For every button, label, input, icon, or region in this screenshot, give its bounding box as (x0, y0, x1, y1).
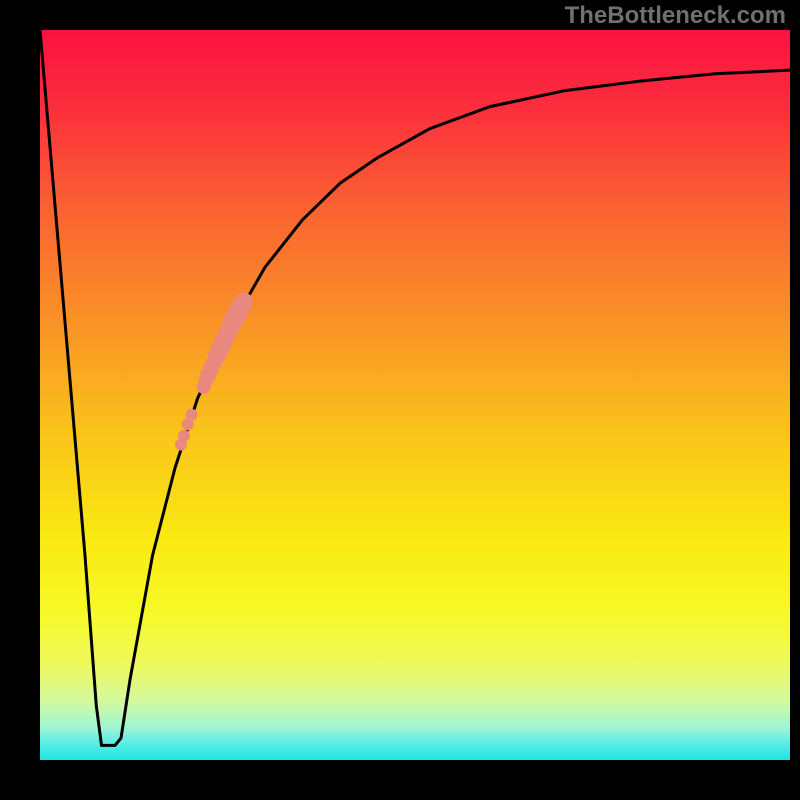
marker-point (235, 293, 253, 311)
chart-svg (40, 30, 790, 760)
curve-path (40, 30, 790, 745)
frame-bottom (0, 760, 800, 800)
marker-point (186, 409, 198, 421)
watermark-label: TheBottleneck.com (565, 2, 786, 30)
frame-left (0, 0, 40, 800)
chart-container: TheBottleneck.com (0, 0, 800, 800)
marker-point (178, 430, 190, 442)
frame-right (790, 0, 800, 800)
marker-group (175, 293, 253, 451)
plot-area (40, 30, 790, 760)
